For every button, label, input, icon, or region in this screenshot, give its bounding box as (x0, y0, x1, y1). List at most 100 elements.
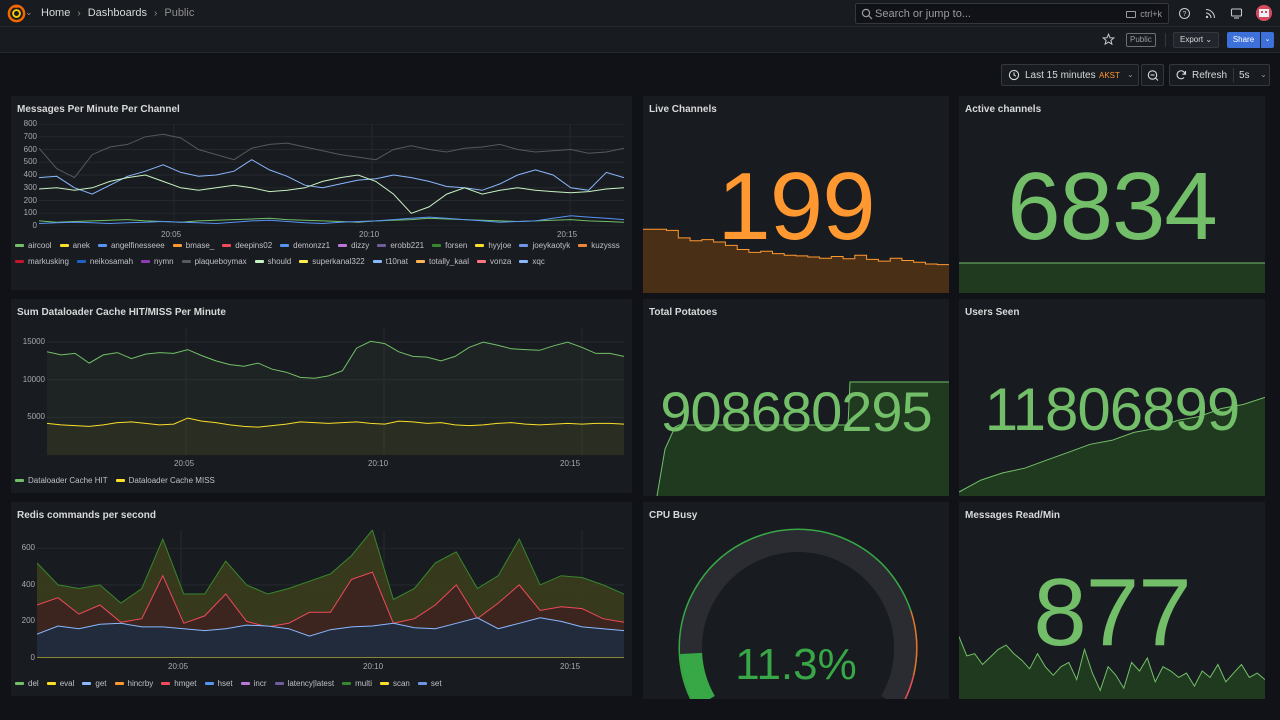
legend-swatch (475, 244, 485, 247)
legend-swatch (46, 682, 56, 685)
legend-label: markusking (28, 257, 69, 266)
y-tick-label: 500 (23, 157, 37, 167)
legend-item[interactable]: eval (46, 678, 74, 689)
clock-icon (1008, 69, 1020, 81)
legend-item[interactable]: aircool (15, 240, 52, 251)
keyboard-icon (1126, 10, 1137, 18)
legend-item[interactable]: hmget (161, 678, 197, 689)
export-button[interactable]: Export ⌄ (1173, 32, 1220, 48)
panel-title[interactable]: Users Seen (965, 307, 1020, 318)
rss-news-icon[interactable] (1204, 7, 1217, 20)
star-icon[interactable] (1102, 33, 1115, 46)
panel-title[interactable]: Total Potatoes (649, 307, 718, 318)
legend-swatch (161, 682, 171, 685)
breadcrumb-home[interactable]: Home (41, 7, 71, 19)
refresh-picker[interactable]: Refresh 5s ⌄ (1169, 64, 1270, 86)
legend-label: dizzy (351, 241, 370, 250)
legend-swatch (181, 260, 191, 263)
series-line-hmget (37, 571, 624, 628)
legend-item[interactable]: xqc (519, 256, 545, 267)
x-tick-label: 20:05 (168, 662, 189, 671)
legend-item[interactable]: anek (59, 240, 90, 251)
help-icon[interactable]: ? (1178, 7, 1191, 20)
legend-item[interactable]: hincrby (114, 678, 153, 689)
legend-item[interactable]: angelfinesseee (97, 240, 165, 251)
legend-item[interactable]: vonza (477, 256, 511, 267)
legend-item[interactable]: multi (342, 678, 372, 689)
legend-item[interactable]: deepins02 (222, 240, 272, 251)
y-tick-label: 0 (32, 221, 37, 230)
zoom-out-button[interactable] (1141, 64, 1164, 86)
refresh-button-label[interactable]: Refresh (1192, 70, 1228, 81)
legend-swatch (15, 479, 24, 482)
share-button[interactable]: Share (1227, 32, 1260, 48)
panel-title[interactable]: Live Channels (649, 104, 717, 115)
panel-messages-read: Messages Read/Min 877 (959, 502, 1265, 699)
legend-item[interactable]: demonzz1 (280, 240, 330, 251)
legend-item[interactable]: bmase_ (172, 240, 214, 251)
legend-item[interactable]: plaqueboymax (181, 256, 247, 267)
y-tick-label: 400 (21, 579, 35, 589)
legend-item[interactable]: joeykaotyk (519, 240, 570, 251)
user-avatar[interactable] (1256, 5, 1272, 21)
redis-stacked-area-chart[interactable] (37, 530, 624, 658)
panel-messages-per-minute: Messages Per Minute Per Channel 800 700 60… (11, 96, 632, 290)
legend-item[interactable]: dizzy (338, 240, 369, 251)
legend-item[interactable]: del (15, 678, 39, 689)
panel-active-channels: Active channels 6834 (959, 96, 1265, 293)
panel-title[interactable]: Sum Dataloader Cache HIT/MISS Per Minute (17, 307, 226, 318)
legend-item[interactable]: should (254, 256, 291, 267)
breadcrumb-dashboards[interactable]: Dashboards (87, 7, 148, 19)
legend-item[interactable]: scan (379, 678, 410, 689)
legend-swatch (222, 244, 232, 247)
y-tick-label: 10000 (22, 374, 45, 384)
search-input[interactable]: Search or jump to... ctrl+k (855, 3, 1169, 24)
panel-redis-commands: Redis commands per second 600 400 200 0 20:… (11, 502, 632, 696)
stat-value: 6834 (1007, 153, 1218, 260)
legend-item[interactable]: get (82, 678, 107, 689)
legend-item[interactable]: hset (204, 678, 233, 689)
y-tick-label: 0 (30, 653, 35, 662)
y-tick-label: 600 (23, 144, 37, 154)
refresh-interval-value[interactable]: 5s (1239, 70, 1250, 81)
legend-item[interactable]: erobb221 (377, 240, 424, 251)
series-line-angelfinesseee (39, 215, 624, 225)
legend-item[interactable]: nymn (141, 256, 174, 267)
legend-item[interactable]: forsen (432, 240, 467, 251)
panel-title[interactable]: CPU Busy (649, 510, 698, 521)
legend-label: Dataloader Cache MISS (128, 476, 215, 485)
legend-label: latency|latest (287, 679, 335, 688)
legend-label: hyyjoe (488, 241, 512, 250)
chevron-down-icon: ⌄ (1205, 35, 1213, 44)
legend-label: multi (355, 679, 372, 688)
chevron-down-icon[interactable]: ⌄ (25, 7, 33, 17)
legend-item[interactable]: Dataloader Cache MISS (115, 475, 215, 486)
legend-item[interactable]: superkanal322 (299, 256, 365, 267)
panel-title[interactable]: Messages Per Minute Per Channel (17, 104, 180, 115)
legend-item[interactable]: markusking (15, 256, 69, 267)
grafana-logo-icon[interactable] (7, 4, 26, 23)
legend-item[interactable]: t10nat (372, 256, 408, 267)
legend-item[interactable]: kuzysss (578, 240, 620, 251)
legend-item[interactable]: Dataloader Cache HIT (15, 475, 108, 486)
panel-title[interactable]: Redis commands per second (17, 510, 156, 521)
legend-item[interactable]: totally_kaal (415, 256, 469, 267)
share-menu-chevron-icon[interactable]: ⌄ (1261, 32, 1274, 48)
legend-item[interactable]: set (417, 678, 442, 689)
legend-item[interactable]: latency|latest (274, 678, 335, 689)
time-range-picker[interactable]: Last 15 minutes AKST ⌄ (1001, 64, 1139, 86)
monitor-icon[interactable] (1230, 7, 1243, 20)
legend-label: neikosamah (89, 257, 134, 266)
legend-item[interactable]: incr (240, 678, 267, 689)
y-tick-label: 200 (21, 616, 35, 626)
y-tick-label: 200 (23, 195, 37, 205)
chevron-down-icon[interactable]: ⌄ (1260, 70, 1267, 79)
messages-timeseries-chart[interactable] (39, 124, 624, 226)
panel-title[interactable]: Messages Read/Min (965, 510, 1061, 521)
dataloader-timeseries-chart[interactable] (47, 327, 624, 455)
sparkline-area (959, 263, 1265, 293)
legend-item[interactable]: neikosamah (76, 256, 134, 267)
panel-dataloader-cache: Sum Dataloader Cache HIT/MISS Per Minute… (11, 299, 632, 493)
legend-item[interactable]: hyyjoe (475, 240, 511, 251)
panel-title[interactable]: Active channels (965, 104, 1042, 115)
